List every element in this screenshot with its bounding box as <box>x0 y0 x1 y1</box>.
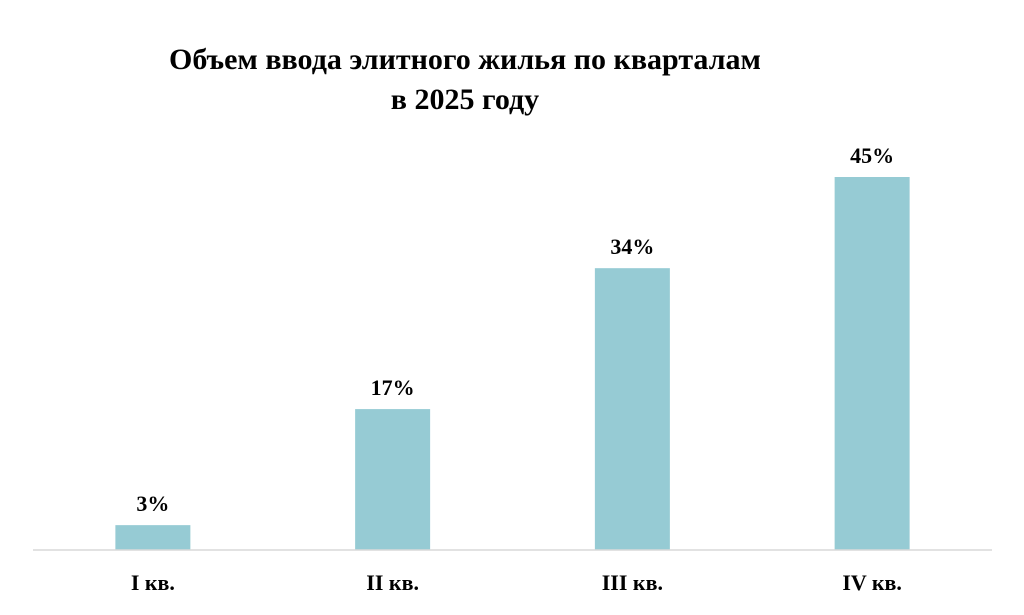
x-tick-label-4: IV кв. <box>842 570 902 595</box>
chart-title-line-2: в 2025 году <box>390 83 540 116</box>
data-label-3: 34% <box>610 234 654 259</box>
data-label-1: 3% <box>136 491 169 516</box>
bars-group <box>115 177 910 550</box>
bar-4 <box>834 177 910 550</box>
x-tick-label-2: II кв. <box>366 570 419 595</box>
data-labels-group: 3% 17% 34% 45% <box>136 143 894 516</box>
bar-3 <box>594 268 670 550</box>
x-tick-labels-group: I кв. II кв. III кв. IV кв. <box>131 570 902 595</box>
chart-title: Объем ввода элитного жилья по кварталам … <box>0 40 930 120</box>
x-tick-label-1: I кв. <box>131 570 175 595</box>
bar-2 <box>355 409 431 550</box>
chart-title-line-1: Объем ввода элитного жилья по кварталам <box>169 43 761 76</box>
bar-1 <box>115 525 191 550</box>
data-label-4: 45% <box>850 143 894 168</box>
x-tick-label-3: III кв. <box>602 570 663 595</box>
data-label-2: 17% <box>371 375 415 400</box>
